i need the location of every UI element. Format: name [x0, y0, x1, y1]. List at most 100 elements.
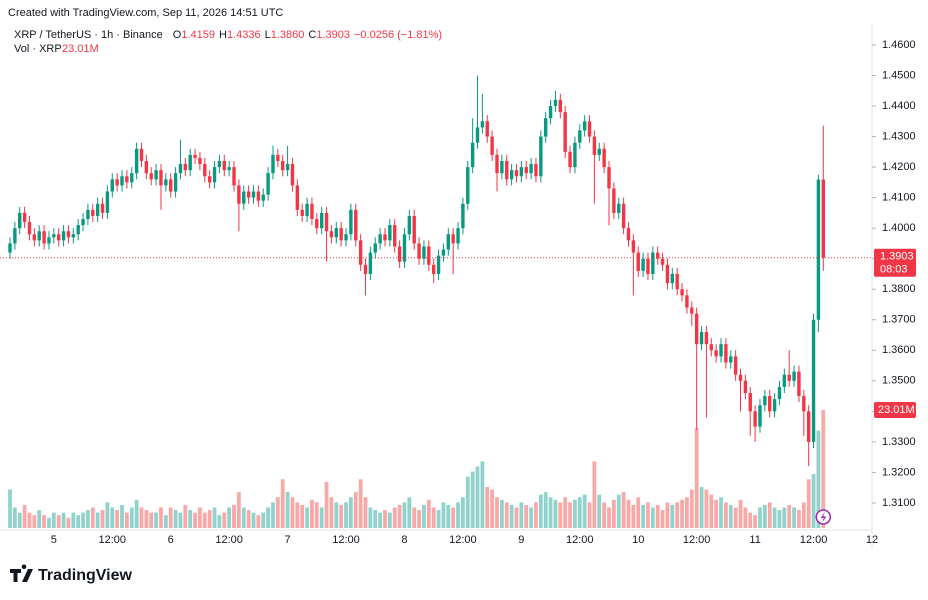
volume-bar [801, 502, 806, 528]
volume-bar [748, 512, 753, 528]
brand-logo: TradingView [10, 564, 133, 584]
candle-body [198, 157, 202, 165]
volume-bar [563, 497, 568, 528]
ohlc-key: C [308, 29, 316, 41]
volume-bar [129, 507, 134, 528]
candle-body [475, 127, 480, 143]
candle-body [660, 258, 665, 265]
last-price-label: 1.3903 [880, 251, 914, 263]
candle-body [806, 411, 811, 442]
volume-bar [251, 512, 256, 528]
candle-body [358, 240, 363, 265]
volume-bar [811, 474, 816, 528]
volume-bar [509, 504, 514, 528]
volume-bar [762, 504, 767, 528]
y-tick-label: 1.4600 [882, 39, 916, 51]
candle-body [733, 356, 738, 375]
candle-body [217, 160, 222, 168]
candle-body [27, 222, 32, 235]
volume-bar [787, 504, 792, 528]
candle-body [95, 203, 100, 216]
volume-title: Vol · XRP [14, 43, 62, 55]
candle-body [212, 167, 217, 183]
candle-body [154, 170, 158, 180]
candle-body [8, 243, 12, 253]
volume-bar [154, 512, 158, 528]
volume-bar [592, 461, 597, 528]
countdown: 08:03 [880, 264, 908, 276]
y-tick-label: 1.3200 [882, 466, 916, 478]
candle-body [290, 164, 295, 186]
volume-bar [110, 507, 115, 528]
candle-body [490, 136, 494, 155]
y-tick-label: 1.4100 [882, 192, 916, 204]
candle-body [271, 154, 275, 174]
volume-bar [280, 479, 285, 528]
volume-bar [538, 494, 543, 528]
volume-bar [207, 510, 212, 528]
volume-bar [738, 499, 743, 528]
volume-bar [524, 504, 529, 528]
candle-body [451, 234, 455, 244]
volume-bar [212, 507, 217, 528]
ohlc-key: O [173, 29, 182, 41]
candle-body [207, 176, 212, 183]
candle-body [758, 405, 762, 427]
volume-bar [100, 510, 105, 528]
volume-bar [295, 502, 300, 528]
candle-body [144, 160, 149, 174]
volume-bar [743, 507, 748, 528]
candle-body [407, 215, 412, 235]
volume-bar [86, 510, 90, 528]
candle-body [237, 185, 241, 204]
volume-bar [699, 486, 704, 528]
candle-body [276, 154, 280, 161]
candle-body [42, 231, 46, 244]
candle-body [125, 176, 129, 183]
candle-body [76, 225, 80, 235]
candle-body [631, 240, 636, 253]
candle-body [680, 289, 684, 296]
candle-body [675, 273, 679, 290]
volume-bar [290, 497, 295, 528]
volume-bar [56, 515, 61, 528]
volume-bar [178, 512, 183, 528]
volume-bar [607, 507, 611, 528]
volume-bar [310, 499, 314, 528]
candle-body [714, 350, 718, 357]
x-tick-label: 11 [749, 534, 760, 546]
candle-body [617, 203, 621, 213]
volume-bar [120, 504, 124, 528]
volume-bar [714, 499, 719, 528]
volume-bar [407, 497, 412, 528]
volume-bar [611, 499, 616, 528]
candle-body [344, 234, 348, 241]
volume-bar [782, 507, 787, 528]
candle-body [412, 215, 416, 244]
volume-bar [373, 510, 378, 528]
x-tick-label: 12:00 [215, 534, 243, 546]
candle-body [466, 167, 470, 204]
volume-bar [675, 502, 680, 528]
ohlc-value: 1.4159 [181, 29, 215, 41]
volume-bar [256, 515, 261, 528]
volume-bar [465, 476, 470, 528]
volume-bar [777, 510, 782, 528]
symbol: XRP / TetherUS · 1h · Binance [14, 29, 163, 41]
candle-body [169, 179, 173, 192]
candle-body [748, 393, 752, 412]
candle-body [704, 331, 709, 345]
candle-body [193, 154, 197, 158]
candle-body [709, 344, 713, 351]
volume-bar [90, 507, 95, 528]
volume-bar [548, 497, 553, 528]
volume-bar [217, 515, 222, 528]
x-tick-label: 6 [168, 534, 174, 546]
candle-body [315, 219, 319, 229]
volume-bar [159, 507, 163, 528]
volume-bar [236, 492, 241, 528]
volume-bar [81, 512, 85, 528]
candle-body [339, 228, 343, 241]
candle-body [149, 173, 153, 180]
volume-bar [728, 504, 733, 528]
